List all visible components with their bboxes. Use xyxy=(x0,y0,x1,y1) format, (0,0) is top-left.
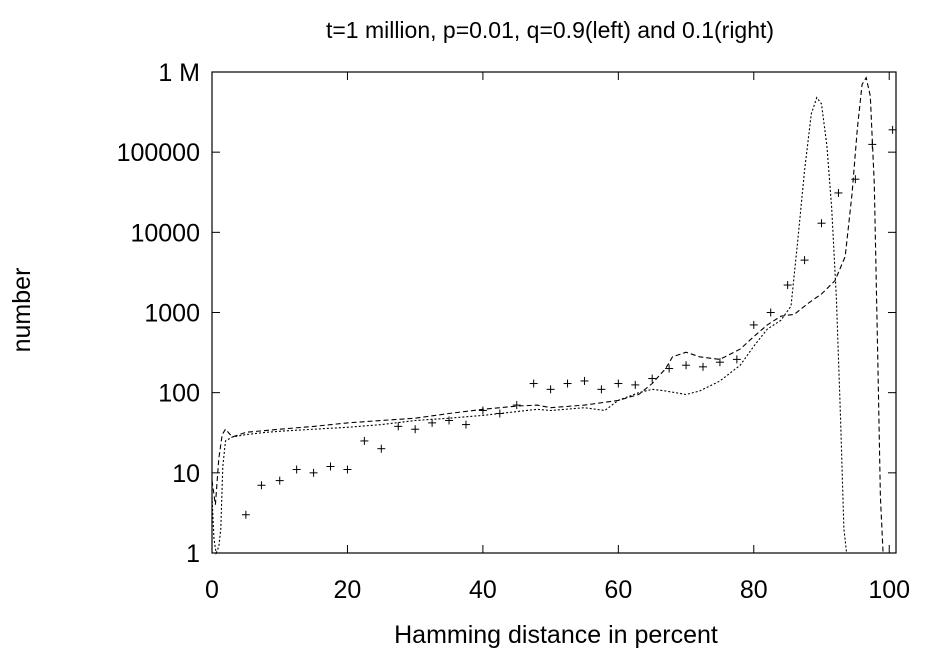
data-point xyxy=(597,385,606,394)
data-point xyxy=(512,401,521,410)
x-axis-label: Hamming distance in percent xyxy=(394,621,718,649)
data-point xyxy=(445,416,454,425)
x-tick-label: 60 xyxy=(604,576,632,604)
data-point xyxy=(888,125,897,134)
data-point xyxy=(241,510,250,519)
x-tick-label: 80 xyxy=(740,576,768,604)
data-point xyxy=(309,468,318,477)
x-tick-label: 20 xyxy=(334,576,362,604)
data-point xyxy=(800,256,809,265)
data-point xyxy=(360,436,369,445)
data-point xyxy=(461,420,470,429)
y-tick-label: 10000 xyxy=(130,219,200,247)
data-point xyxy=(766,308,775,317)
data-point xyxy=(411,425,420,434)
data-point xyxy=(732,355,741,364)
data-point xyxy=(377,444,386,453)
ticks-layer: 0 20 40 60 80 100 1 10 100 1000 10000 100000 1 M xyxy=(117,59,911,604)
y-tick-label: 1000 xyxy=(144,300,200,328)
y-tick-label: 1 xyxy=(186,540,200,568)
data-point xyxy=(749,320,758,329)
data-point xyxy=(817,219,826,228)
data-point xyxy=(563,379,572,388)
data-point xyxy=(698,362,707,371)
data-point xyxy=(292,465,301,474)
data-point xyxy=(614,379,623,388)
data-point xyxy=(834,188,843,197)
data-point xyxy=(257,481,266,490)
data-point xyxy=(682,361,691,370)
y-tick-label: 100 xyxy=(158,380,200,408)
data-point xyxy=(394,422,403,431)
series-layer xyxy=(211,76,897,555)
data-point xyxy=(648,374,657,383)
data-point xyxy=(428,418,437,427)
data-point xyxy=(715,358,724,367)
data-point xyxy=(343,465,352,474)
x-tick-label: 40 xyxy=(469,576,497,604)
plot-border xyxy=(211,71,897,554)
series-line-2 xyxy=(211,76,884,554)
data-point xyxy=(580,376,589,385)
data-point xyxy=(275,476,284,485)
data-point xyxy=(546,385,555,394)
data-point xyxy=(631,380,640,389)
data-point xyxy=(326,462,335,471)
data-point xyxy=(529,379,538,388)
data-point xyxy=(665,364,674,373)
data-point xyxy=(851,175,860,184)
x-tick-label: 0 xyxy=(205,576,219,604)
y-tick-label: 1 M xyxy=(158,59,200,87)
data-point xyxy=(495,409,504,418)
data-point xyxy=(478,406,487,415)
plot-frame xyxy=(211,71,897,554)
y-axis-label: number xyxy=(8,268,36,353)
data-point xyxy=(868,140,877,149)
y-tick-label: 100000 xyxy=(117,139,200,167)
chart-title: t=1 million, p=0.01, q=0.9(left) and 0.1… xyxy=(326,17,774,43)
x-tick-label: 100 xyxy=(868,576,910,604)
y-tick-label: 10 xyxy=(172,460,200,488)
data-point xyxy=(783,281,792,290)
